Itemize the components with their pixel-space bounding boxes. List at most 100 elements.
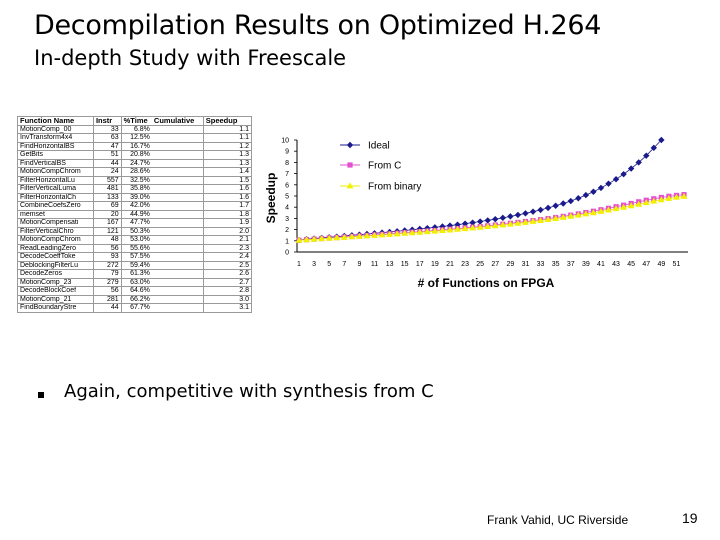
table-cell [151,133,204,143]
table-cell [151,294,204,304]
table-cell: 24 [92,167,122,177]
table-cell: 63.0% [120,277,152,287]
table-cell: 20.8% [120,150,152,160]
data-point [514,211,522,219]
bullet-marker [38,392,44,398]
data-point [506,220,514,227]
x-tick-label: 49 [657,261,665,268]
legend-label: From binary [368,182,421,193]
table-cell: CombineCoefsZero [17,201,94,211]
table-cell: 481 [92,184,122,194]
table-cell: 28.6% [120,167,152,177]
series-triangle [295,192,688,243]
table-cell [151,167,204,177]
table-cell: 44 [92,303,122,313]
data-point [325,234,333,241]
table-row: MotionComp_21 281 66.2% 3.0 [17,294,253,304]
table-row: MotionComp_23 279 63.0% 2.7 [17,277,253,287]
x-tick-label: 37 [567,261,575,268]
data-point [552,202,559,209]
table-row: FilterVerticalLuma 481 35.8% 1.6 [17,184,253,194]
y-tick-label: 7 [285,171,289,178]
table-cell: MotionCompensati [17,218,94,228]
data-point [642,199,650,206]
table-cell: 2.0 [202,226,253,236]
table-row: DecodeZeros 79 61.3% 2.6 [17,269,253,279]
table-row: FindHorizontalBS 47 16.7% 1.2 [17,141,253,151]
table-header-cell: Speedup [202,116,253,126]
data-point [476,223,484,230]
x-tick-label: 23 [461,261,469,268]
data-point [454,225,461,232]
table-cell: 47.7% [120,218,152,228]
slide-subtitle: In-depth Study with Freescale [34,46,347,70]
data-point [665,194,673,201]
table-cell: DecodeZeros [17,269,94,279]
table-row: MotionCompChrom 24 28.6% 1.4 [17,167,253,177]
data-point [491,222,499,229]
data-point [575,195,582,202]
table-header-cell: Function Name [17,116,94,126]
table-cell: 93 [92,252,122,262]
data-point [310,235,318,242]
x-tick-label: 29 [506,261,514,268]
table-header-cell: Instr [92,116,122,126]
data-point [680,192,688,199]
bullet-text: Again, competitive with synthesis from C [64,381,434,402]
data-point [431,227,439,234]
data-point [567,197,574,205]
table-row: GetBits 51 20.8% 1.3 [17,150,253,160]
x-tick-label: 39 [582,261,590,268]
x-tick-label: 25 [476,261,484,268]
table-cell: 279 [92,277,122,287]
y-tick-label: 10 [281,138,289,145]
table-row: MotionComp_00 33 6.8% 1.1 [17,124,253,134]
data-point [605,206,612,213]
legend-label: Ideal [368,141,390,152]
table-cell: 33 [92,124,122,134]
data-point [627,202,635,209]
table-cell: MotionComp_23 [17,277,94,287]
table-cell: 2.5 [202,260,253,270]
table-cell: 1.1 [202,124,253,134]
data-point [499,221,507,228]
table-cell [151,141,204,151]
table-row: CombineCoefsZero 69 42.0% 1.7 [17,201,253,211]
data-point [537,217,544,224]
table-cell: 2.7 [202,277,253,287]
data-point [650,197,658,204]
table-cell: 1.6 [202,192,253,202]
data-point [605,180,612,187]
data-point [446,226,454,233]
table-cell: memset [17,209,94,219]
table-cell: 42.0% [120,201,152,211]
table-cell: 272 [92,260,122,270]
table-cell: 12.5% [120,133,152,143]
data-point [635,200,643,207]
table-cell: 67.7% [120,303,152,313]
x-tick-label: 17 [416,261,424,268]
data-point [348,233,356,240]
data-point [620,170,627,178]
data-point [484,217,491,224]
table-row: FilterVerticalChro 121 50.3% 2.0 [17,226,253,236]
data-point [620,203,628,210]
table-cell: 44 [92,158,122,168]
table-cell: 1.2 [202,141,253,151]
table-cell: FindBoundaryStre [17,303,94,313]
table-cell: 1.4 [202,167,253,177]
table-cell: 35.8% [120,184,152,194]
table-cell: 1.3 [202,158,253,168]
table-cell: 66.2% [120,294,152,304]
data-point [514,219,522,226]
table-cell: 61.3% [120,269,152,279]
footer-author: Frank Vahid, UC Riverside [487,513,629,527]
data-point [529,208,537,215]
table-cell: 79 [92,269,122,279]
data-point [295,236,303,243]
data-point [574,211,582,218]
y-axis-label: Speedup [264,173,278,224]
data-point [492,215,499,223]
speedup-chart: Speedup # of Functions on FPGA 012345678… [264,136,688,290]
x-tick-label: 27 [491,261,499,268]
